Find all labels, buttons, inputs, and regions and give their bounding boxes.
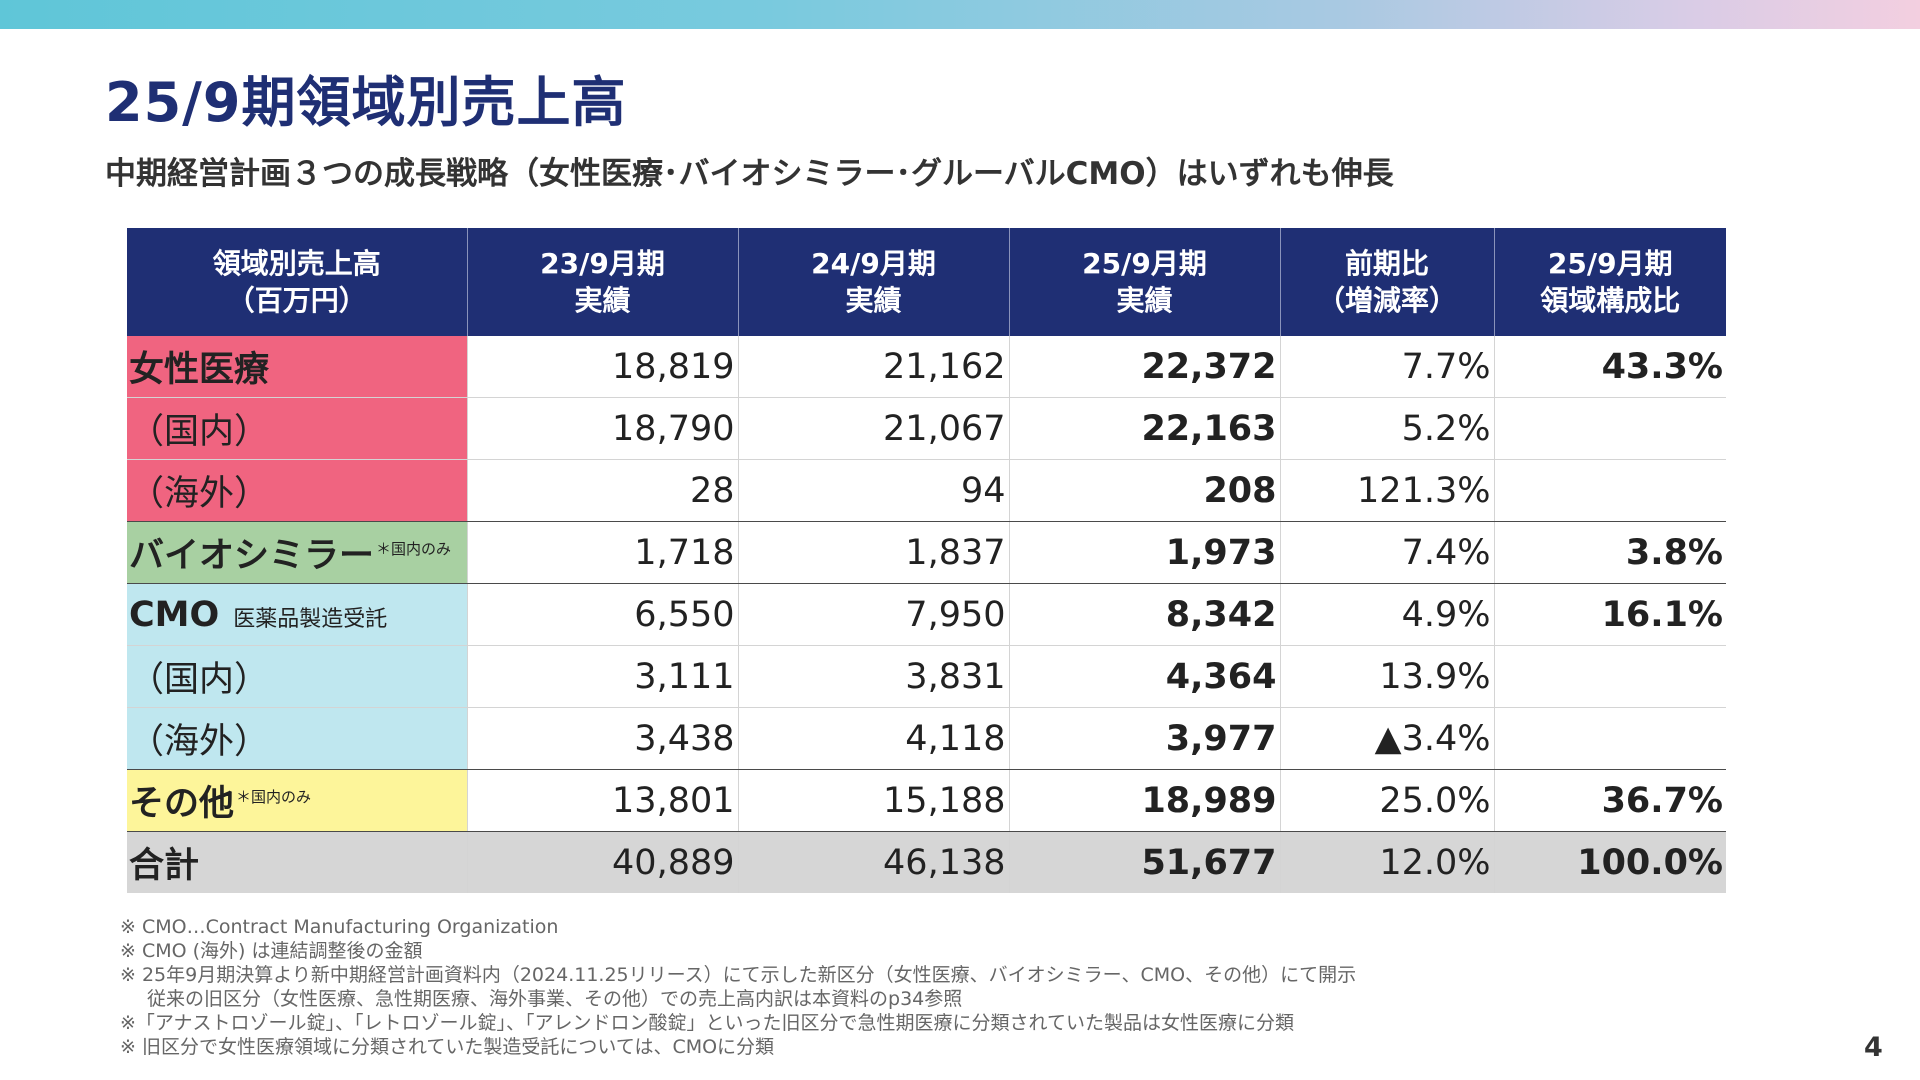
row-label: 合計 (127, 831, 467, 893)
cell-share (1493, 645, 1726, 708)
row-label: （海外） (127, 459, 467, 522)
row-label-cell: CMO 医薬品製造受託 (127, 583, 467, 646)
table-row: バイオシミラー ＊国内のみ 1,718 1,837 1,973 7.4% 3.8% (127, 521, 1726, 584)
cell-fy23: 18,819 (466, 336, 738, 398)
table-row: （海外） 28 94 208 121.3% (127, 459, 1726, 522)
table-header-row: 領域別売上高 （百万円） 23/9月期 実績 24/9月期 実績 25/9月期 実績 前… (127, 228, 1726, 336)
cell-fy25: 4,364 (1008, 645, 1280, 708)
cell-fy25: 1,973 (1008, 521, 1280, 584)
page-number: 4 (1864, 1032, 1883, 1063)
top-gradient-bar (0, 0, 1920, 29)
cell-share: 3.8% (1493, 521, 1726, 584)
cell-fy23: 28 (466, 459, 738, 522)
cell-yoy: 5.2% (1279, 397, 1494, 460)
cell-fy24: 21,162 (737, 336, 1009, 398)
cell-yoy: ▲3.4% (1279, 707, 1494, 770)
footnote: ※ CMO…Contract Manufacturing Organizatio… (120, 916, 559, 938)
cell-share (1493, 459, 1726, 522)
cell-yoy: 12.0% (1279, 831, 1494, 893)
cell-fy24: 94 (737, 459, 1009, 522)
revenue-by-segment-table: 領域別売上高 （百万円） 23/9月期 実績 24/9月期 実績 25/9月期 実績 前… (127, 228, 1726, 893)
cell-fy25: 18,989 (1008, 769, 1280, 832)
cell-fy25: 51,677 (1008, 831, 1280, 893)
table-row: （国内） 3,111 3,831 4,364 13.9% (127, 645, 1726, 708)
row-note: 医薬品製造受託 (233, 606, 388, 632)
cell-share: 36.7% (1493, 769, 1726, 832)
table-row: CMO 医薬品製造受託 6,550 7,950 8,342 4.9% 16.1% (127, 583, 1726, 646)
row-label: その他 (129, 784, 235, 824)
row-note: ＊国内のみ (376, 540, 452, 559)
table-row: その他 ＊国内のみ 13,801 15,188 18,989 25.0% 36.7… (127, 769, 1726, 832)
cell-fy23: 3,111 (466, 645, 738, 708)
cell-share (1493, 707, 1726, 770)
cell-fy25: 8,342 (1008, 583, 1280, 646)
cell-share (1493, 397, 1726, 460)
footnote: 従来の旧区分（女性医療、急性期医療、海外事業、その他）での売上高内訳は本資料のp… (147, 988, 963, 1010)
header-yoy: 前期比 （増減率） (1279, 228, 1494, 336)
cell-yoy: 7.7% (1279, 336, 1494, 398)
cell-fy23: 13,801 (466, 769, 738, 832)
cell-fy24: 46,138 (737, 831, 1009, 893)
table-row: （海外） 3,438 4,118 3,977 ▲3.4% (127, 707, 1726, 770)
row-label: （海外） (127, 707, 467, 770)
cell-fy23: 18,790 (466, 397, 738, 460)
row-label-cell: バイオシミラー ＊国内のみ (127, 521, 467, 584)
cell-share: 100.0% (1493, 831, 1726, 893)
table-total-row: 合計 40,889 46,138 51,677 12.0% 100.0% (127, 831, 1726, 893)
cell-yoy: 25.0% (1279, 769, 1494, 832)
page-title: 25/9期領域別売上高 (105, 71, 627, 134)
row-label-cell: その他 ＊国内のみ (127, 769, 467, 832)
cell-fy24: 1,837 (737, 521, 1009, 584)
header-fy25: 25/9月期 実績 (1008, 228, 1280, 336)
cell-fy25: 22,372 (1008, 336, 1280, 398)
page-subtitle: 中期経営計画３つの成長戦略（女性医療･バイオシミラー･グルーバルCMO）はいずれ… (105, 156, 1394, 192)
row-note: ＊国内のみ (236, 788, 312, 807)
row-label: （国内） (127, 645, 467, 708)
cell-yoy: 4.9% (1279, 583, 1494, 646)
header-segment: 領域別売上高 （百万円） (127, 228, 467, 336)
table-row: （国内） 18,790 21,067 22,163 5.2% (127, 397, 1726, 460)
footnote: ※ 25年9月期決算より新中期経営計画資料内（2024.11.25リリース）にて… (120, 964, 1357, 986)
cell-yoy: 13.9% (1279, 645, 1494, 708)
footnote: ※ CMO (海外) は連結調整後の金額 (120, 940, 423, 962)
cell-fy25: 22,163 (1008, 397, 1280, 460)
cell-share: 16.1% (1493, 583, 1726, 646)
cell-fy25: 208 (1008, 459, 1280, 522)
row-label: CMO (129, 594, 220, 635)
cell-fy24: 4,118 (737, 707, 1009, 770)
row-label: バイオシミラー (129, 536, 375, 576)
cell-share: 43.3% (1493, 336, 1726, 398)
footnote: ※「アナストロゾール錠」、「レトロゾール錠」、「アレンドロン酸錠」といった旧区分… (120, 1012, 1294, 1034)
cell-fy23: 6,550 (466, 583, 738, 646)
row-label: （国内） (127, 397, 467, 460)
cell-fy23: 1,718 (466, 521, 738, 584)
cell-fy24: 21,067 (737, 397, 1009, 460)
cell-fy25: 3,977 (1008, 707, 1280, 770)
cell-fy23: 3,438 (466, 707, 738, 770)
cell-yoy: 7.4% (1279, 521, 1494, 584)
cell-yoy: 121.3% (1279, 459, 1494, 522)
table-row: 女性医療 18,819 21,162 22,372 7.7% 43.3% (127, 336, 1726, 398)
row-label: 女性医療 (127, 336, 467, 398)
cell-fy24: 15,188 (737, 769, 1009, 832)
cell-fy23: 40,889 (466, 831, 738, 893)
header-fy23: 23/9月期 実績 (466, 228, 738, 336)
cell-fy24: 7,950 (737, 583, 1009, 646)
header-fy24: 24/9月期 実績 (737, 228, 1009, 336)
header-share: 25/9月期 領域構成比 (1493, 228, 1726, 336)
footnotes: ※ CMO…Contract Manufacturing Organizatio… (120, 915, 1356, 1059)
cell-fy24: 3,831 (737, 645, 1009, 708)
footnote: ※ 旧区分で女性医療領域に分類されていた製造受託については、CMOに分類 (120, 1036, 775, 1058)
